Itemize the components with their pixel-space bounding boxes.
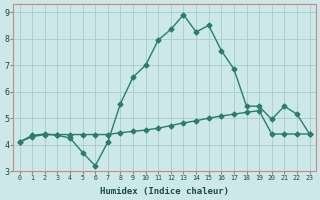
X-axis label: Humidex (Indice chaleur): Humidex (Indice chaleur) bbox=[100, 187, 229, 196]
